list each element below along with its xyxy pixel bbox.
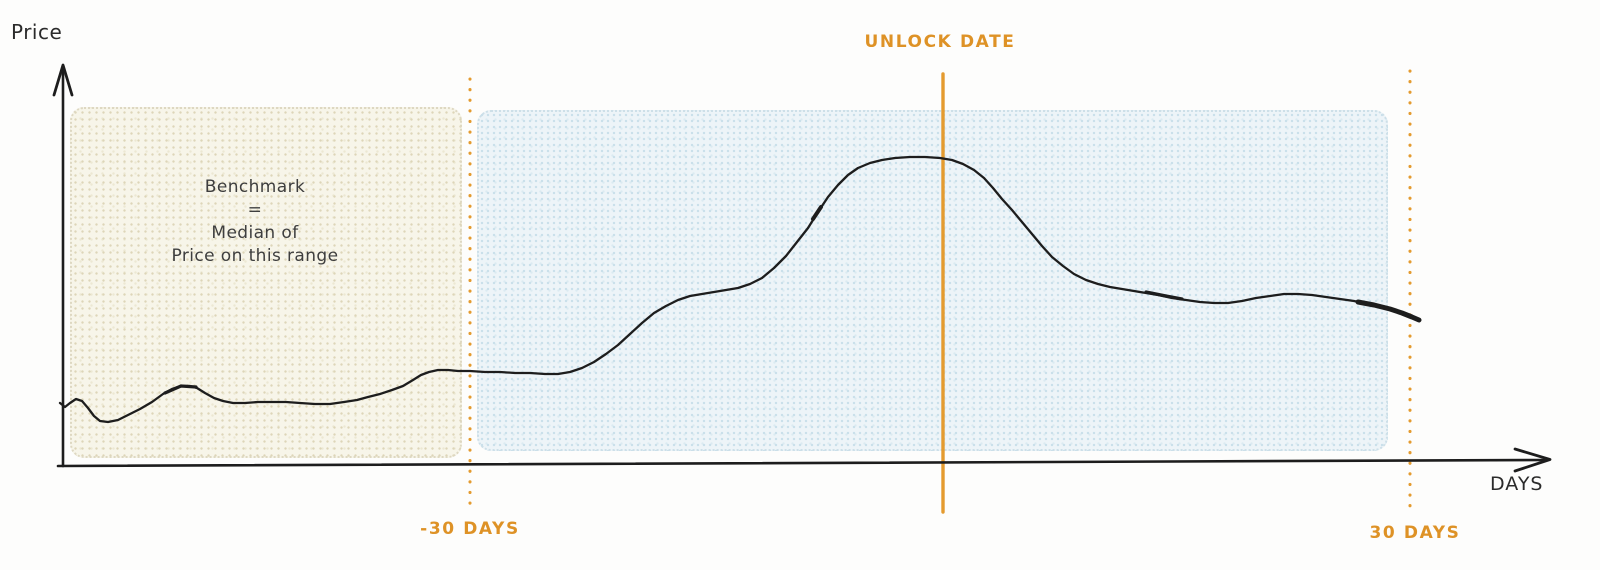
- curve-thick-stroke: [163, 384, 198, 395]
- benchmark-range-region: [70, 107, 462, 458]
- benchmark-note-line-2: =: [247, 200, 263, 220]
- benchmark-note-line-3: Median of: [211, 223, 299, 243]
- minus-30-days-label: -30 DAYS: [420, 519, 520, 539]
- benchmark-note: Benchmark = Median of Price on this rang…: [140, 176, 370, 268]
- curve-thick-stroke: [1144, 290, 1184, 301]
- curve-thick-stroke: [1355, 299, 1422, 323]
- unlock-window-region: [477, 110, 1388, 451]
- y-axis-arrowhead-icon: [52, 63, 74, 97]
- curve-thick-stroke: [811, 205, 823, 221]
- benchmark-note-line-4: Price on this range: [171, 246, 339, 266]
- curve-thick-strokes: [163, 205, 1422, 395]
- plus-30-days-label: 30 DAYS: [1369, 523, 1461, 543]
- benchmark-note-line-1: Benchmark: [204, 177, 306, 197]
- x-axis-label: DAYS: [1490, 473, 1544, 495]
- y-axis-label: Price: [11, 20, 63, 44]
- x-axis-arrowhead-icon: [1513, 447, 1552, 473]
- x-axis-line: [56, 458, 1546, 468]
- unlock-date-label: UNLOCK DATE: [864, 32, 1016, 52]
